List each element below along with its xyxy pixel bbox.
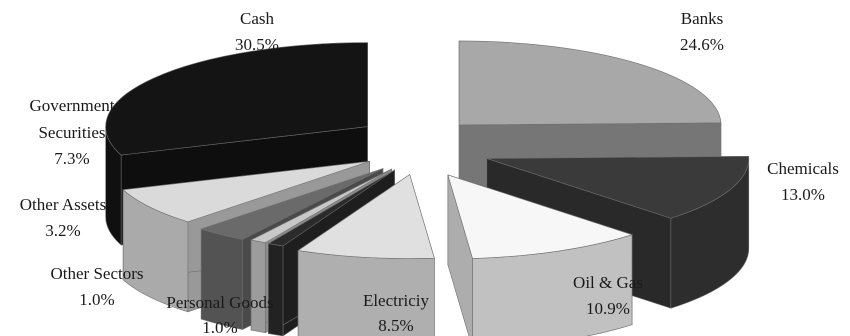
slice-side	[250, 239, 266, 334]
slice-top	[297, 174, 435, 259]
label-personal-goods-name: Personal Goods	[166, 293, 273, 312]
slice-electriciy	[297, 173, 435, 336]
slice-top	[200, 168, 384, 240]
slice-oil-gas	[447, 174, 633, 336]
label-cash-name: Cash	[240, 9, 275, 28]
slice-top	[447, 174, 633, 259]
label-gov-securities-name-1: Government	[30, 96, 115, 115]
pie-slices	[105, 40, 750, 336]
slice-top	[486, 156, 749, 219]
pie-labels: Cash 30.5% Banks 24.6% Chemicals 13.0% O…	[20, 9, 839, 336]
slice-top	[105, 42, 368, 156]
label-gov-securities-name-2: Securities	[38, 123, 105, 142]
label-banks-value: 24.6%	[680, 35, 724, 54]
label-other-sectors-value: 1.0%	[79, 290, 114, 309]
label-oil-gas-value: 10.9%	[586, 299, 630, 318]
slice-side	[200, 228, 243, 330]
label-electricity-name: Electriciy	[363, 291, 430, 310]
label-personal-goods-value: 1.0%	[202, 318, 237, 336]
slice-top	[122, 161, 370, 223]
slice-top	[250, 168, 392, 244]
label-chemicals-name: Chemicals	[767, 159, 839, 178]
label-electricity-value: 8.5%	[378, 316, 413, 335]
label-chemicals-value: 13.0%	[781, 185, 825, 204]
label-oil-gas-name: Oil & Gas	[573, 273, 643, 292]
label-gov-securities-value: 7.3%	[54, 149, 89, 168]
label-other-sectors-name: Other Sectors	[50, 264, 143, 283]
label-other-assets-value: 3.2%	[45, 221, 80, 240]
slice-side	[268, 243, 284, 336]
label-cash-value: 30.5%	[235, 35, 279, 54]
label-banks-name: Banks	[681, 9, 724, 28]
label-other-assets-name: Other Assets	[20, 195, 106, 214]
slice-top	[267, 169, 395, 247]
slice-top	[458, 40, 722, 126]
